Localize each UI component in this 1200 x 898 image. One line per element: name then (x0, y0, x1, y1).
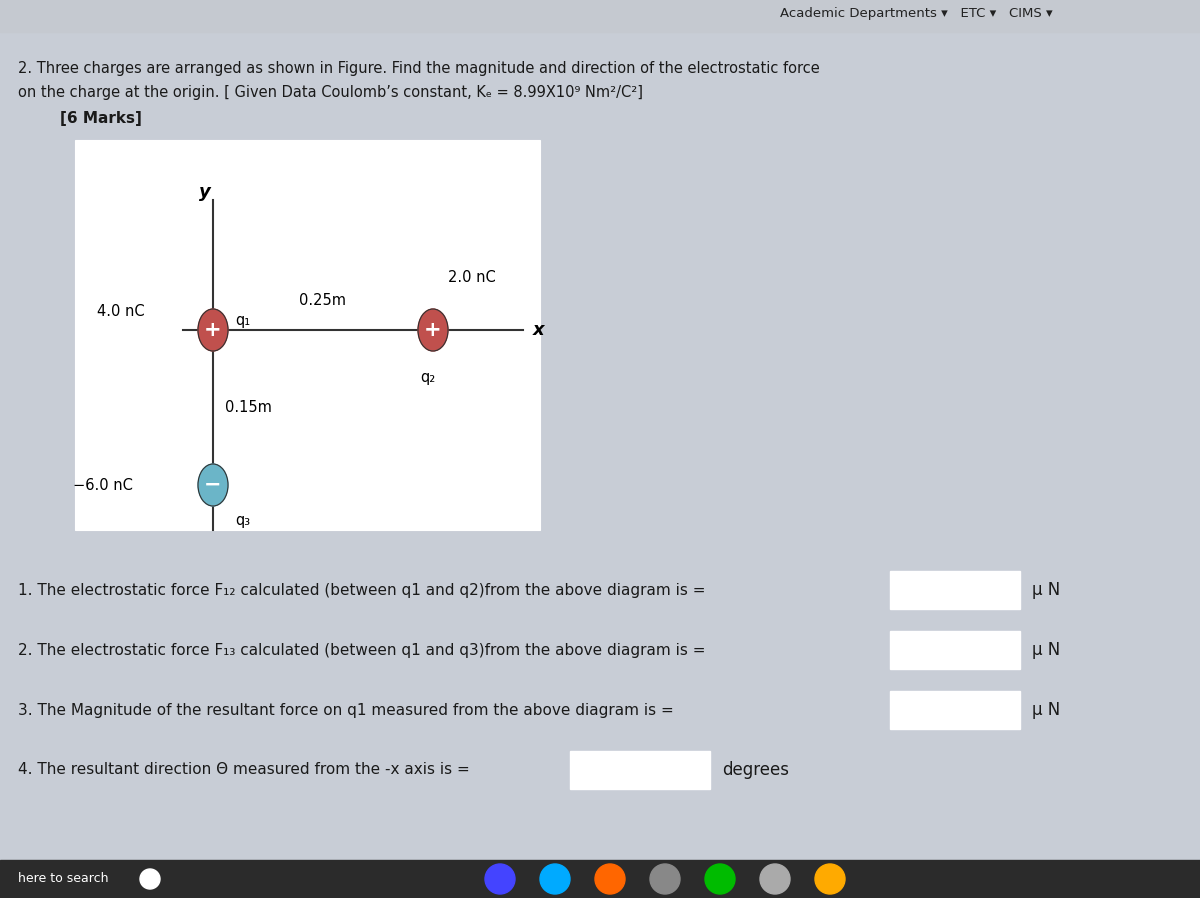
Text: q₁: q₁ (235, 313, 250, 328)
Bar (74, 140, 540, 530)
Bar (890, 691, 1020, 729)
Text: 2. The electrostatic force F₁₃ calculated (between q1 and q3)from the above diag: 2. The electrostatic force F₁₃ calculate… (18, 642, 706, 657)
Ellipse shape (198, 309, 228, 351)
Text: 4. The resultant direction Θ measured from the -x axis is =: 4. The resultant direction Θ measured fr… (18, 762, 469, 778)
Text: μ N: μ N (1032, 641, 1061, 659)
Text: μ N: μ N (1032, 701, 1061, 719)
Text: [6 Marks]: [6 Marks] (60, 110, 142, 126)
Text: 2. Three charges are arranged as shown in Figure. Find the magnitude and directi: 2. Three charges are arranged as shown i… (18, 60, 820, 75)
Text: degrees: degrees (722, 761, 790, 779)
Text: q₃: q₃ (235, 513, 250, 528)
Bar (0, 0, 1200, 32)
Ellipse shape (485, 864, 515, 894)
Text: 1. The electrostatic force F₁₂ calculated (between q1 and q2)from the above diag: 1. The electrostatic force F₁₂ calculate… (18, 583, 706, 597)
Text: −: − (204, 475, 222, 495)
Text: q₂: q₂ (420, 370, 436, 385)
Ellipse shape (650, 864, 680, 894)
Text: here to search: here to search (18, 873, 108, 885)
Text: x: x (533, 321, 545, 339)
Text: 4.0 nC: 4.0 nC (97, 304, 145, 320)
Bar (570, 751, 710, 789)
Text: Academic Departments ▾   ETC ▾   CIMS ▾: Academic Departments ▾ ETC ▾ CIMS ▾ (780, 7, 1052, 21)
Ellipse shape (815, 864, 845, 894)
Ellipse shape (418, 309, 448, 351)
Ellipse shape (140, 869, 160, 889)
Ellipse shape (198, 464, 228, 506)
Bar (890, 571, 1020, 609)
Text: μ N: μ N (1032, 581, 1061, 599)
Ellipse shape (760, 864, 790, 894)
Text: y: y (199, 183, 211, 201)
Ellipse shape (706, 864, 734, 894)
Text: 3. The Magnitude of the resultant force on q1 measured from the above diagram is: 3. The Magnitude of the resultant force … (18, 702, 673, 718)
Text: −6.0 nC: −6.0 nC (73, 478, 133, 492)
Text: 0.15m: 0.15m (226, 400, 272, 415)
Ellipse shape (595, 864, 625, 894)
Text: on the charge at the origin. [ Given Data Coulomb’s constant, Kₑ = 8.99X10⁹ Nm²/: on the charge at the origin. [ Given Dat… (18, 85, 643, 101)
Text: +: + (424, 320, 442, 340)
Text: 0.25m: 0.25m (300, 293, 347, 308)
Bar (0, 860, 1200, 898)
Text: 2.0 nC: 2.0 nC (448, 270, 496, 286)
Bar (890, 631, 1020, 669)
Text: +: + (204, 320, 222, 340)
Ellipse shape (540, 864, 570, 894)
